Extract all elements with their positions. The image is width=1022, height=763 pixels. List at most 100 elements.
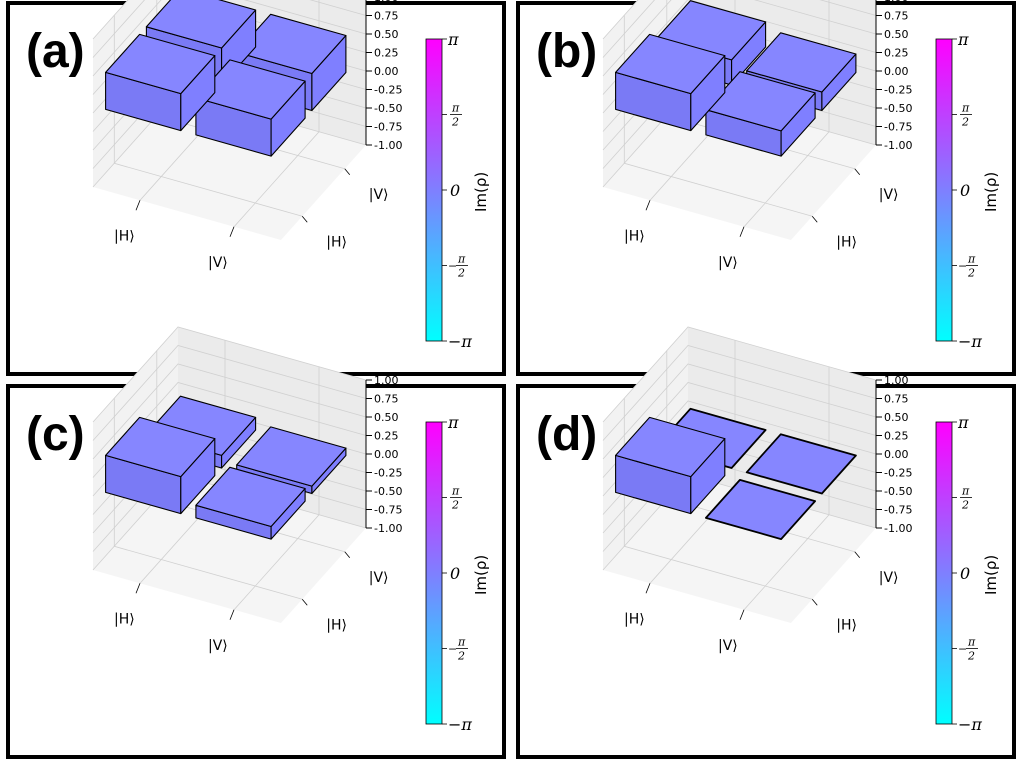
- z-tick-label: 0.75: [884, 393, 909, 406]
- colorbar-tick-neghalf-den: 2: [457, 267, 465, 280]
- colorbar-tick-negpi: −π: [958, 715, 982, 734]
- panel-a: 1.00 0.75 0.50 0.25 0.00 -0.25 -0.50 -0.75 -1.00…: [6, 0, 506, 376]
- z-tick-label: 0.50: [884, 411, 909, 424]
- x-tick-label: |V⟩: [208, 255, 228, 271]
- bar3d-chart: 1.00 0.75 0.50 0.25 0.00 -0.25 -0.50 -0.75 -1.00…: [536, 326, 1000, 734]
- z-tick-label: -1.00: [884, 139, 912, 152]
- bar-top-face: [704, 479, 817, 541]
- z-tick-label: -0.25: [884, 467, 912, 480]
- z-tick-label: -0.25: [374, 84, 402, 97]
- y-tick-label: |V⟩: [369, 187, 389, 203]
- colorbar-tick-half-den: 2: [451, 499, 459, 512]
- z-tick-label: 1.00: [374, 0, 399, 4]
- y-tick-label: |V⟩: [879, 570, 899, 586]
- grid-line: [92, 345, 367, 441]
- colorbar-tick-pi: π: [447, 413, 459, 432]
- colorbar-tick-pi: π: [957, 413, 969, 432]
- density-bar: [705, 71, 816, 157]
- colorbar-tick-neghalf-num: π: [457, 636, 466, 649]
- colorbar-tick-zero: 0: [960, 181, 970, 200]
- colorbar-tick-neg-sign: −: [448, 643, 457, 656]
- density-bar: [195, 59, 306, 157]
- floor-pane: [603, 92, 876, 240]
- z-tick-label: 0.50: [374, 411, 399, 424]
- z-tick-label: -0.50: [884, 102, 912, 115]
- density-bar: [615, 416, 726, 515]
- x-tick-mark: [739, 609, 745, 620]
- y-tick-label: |H⟩: [836, 617, 857, 633]
- colorbar: [935, 421, 953, 725]
- y-tick-mark: [854, 168, 861, 176]
- bar-top-face: [705, 71, 816, 132]
- z-tick-label: -0.25: [374, 467, 402, 480]
- density-bar: [704, 479, 817, 541]
- floor-pane: [603, 475, 876, 623]
- z-tick-label: -0.50: [884, 485, 912, 498]
- z-tick-label: 0.00: [884, 65, 909, 78]
- x-tick-label: |V⟩: [718, 638, 738, 654]
- colorbar-tick-negpi: −π: [448, 715, 472, 734]
- colorbar-tick-half-num: π: [451, 485, 460, 498]
- colorbar-tick-half-den: 2: [451, 116, 459, 129]
- y-tick-mark: [811, 598, 818, 606]
- grid-line: [92, 0, 367, 58]
- z-tick-label: -1.00: [374, 522, 402, 535]
- z-tick-label: 1.00: [884, 374, 909, 387]
- floor-pane: [93, 475, 366, 623]
- grid-line: [602, 363, 877, 460]
- density-bar: [615, 33, 726, 132]
- grid-line: [743, 0, 830, 228]
- density-bar: [105, 33, 216, 132]
- z-tick-label: 0.75: [374, 10, 399, 23]
- panel-b: 1.00 0.75 0.50 0.25 0.00 -0.25 -0.50 -0.75 -1.00…: [516, 0, 1016, 376]
- x-tick-mark: [645, 583, 651, 594]
- z-tick-label: -0.50: [374, 102, 402, 115]
- z-tick-label: 0.00: [884, 448, 909, 461]
- y-tick-mark: [811, 215, 818, 223]
- density-bar: [745, 433, 857, 495]
- bar-top-face: [236, 426, 347, 487]
- density-bar: [105, 416, 216, 515]
- y-tick-label: |H⟩: [836, 234, 857, 250]
- x-tick-mark: [645, 200, 651, 211]
- colorbar-tick-neghalf-num: π: [457, 253, 466, 266]
- bar-top-face: [745, 433, 857, 495]
- y-tick-mark: [344, 168, 351, 176]
- z-tick-label: 0.25: [374, 47, 399, 60]
- y-tick-mark: [301, 215, 308, 223]
- bar-top-face: [746, 32, 857, 93]
- x-tick-mark: [135, 583, 141, 594]
- z-tick-label: -0.75: [884, 504, 912, 517]
- floor-pane: [93, 92, 366, 240]
- colorbar-label: Im(ρ): [472, 555, 490, 595]
- grid-line: [602, 0, 639, 40]
- colorbar-tick-half-num: π: [961, 485, 970, 498]
- z-tick-label: 0.00: [374, 448, 399, 461]
- colorbar-tick-pi: π: [957, 30, 969, 49]
- y-tick-label: |H⟩: [326, 617, 347, 633]
- z-tick-label: -0.50: [374, 485, 402, 498]
- panel-c: 1.00 0.75 0.50 0.25 0.00 -0.25 -0.50 -0.75 -1.00…: [6, 326, 506, 759]
- z-tick-label: 0.75: [884, 10, 909, 23]
- colorbar-tick-zero: 0: [450, 564, 460, 583]
- colorbar-label: Im(ρ): [472, 172, 490, 212]
- y-tick-label: |V⟩: [879, 187, 899, 203]
- x-tick-mark: [229, 609, 235, 620]
- x-tick-label: |V⟩: [208, 638, 228, 654]
- colorbar-tick-neghalf-num: π: [967, 636, 976, 649]
- panel-d: 1.00 0.75 0.50 0.25 0.00 -0.25 -0.50 -0.75 -1.00…: [516, 326, 1016, 759]
- colorbar: [425, 421, 443, 725]
- bar-top-face: [145, 0, 257, 49]
- colorbar-tick-neg-sign: −: [958, 643, 967, 656]
- z-tick-label: -1.00: [374, 139, 402, 152]
- z-tick-label: -0.25: [884, 84, 912, 97]
- z-tick-label: 0.75: [374, 393, 399, 406]
- panel-label: (c): [26, 408, 85, 461]
- x-tick-label: |H⟩: [624, 228, 645, 244]
- panel-label: (b): [536, 25, 597, 78]
- z-tick-label: -0.75: [374, 121, 402, 134]
- z-tick-label: 1.00: [374, 374, 399, 387]
- panel-label: (a): [26, 25, 85, 78]
- x-tick-mark: [739, 226, 745, 237]
- bar-top-face: [105, 33, 216, 95]
